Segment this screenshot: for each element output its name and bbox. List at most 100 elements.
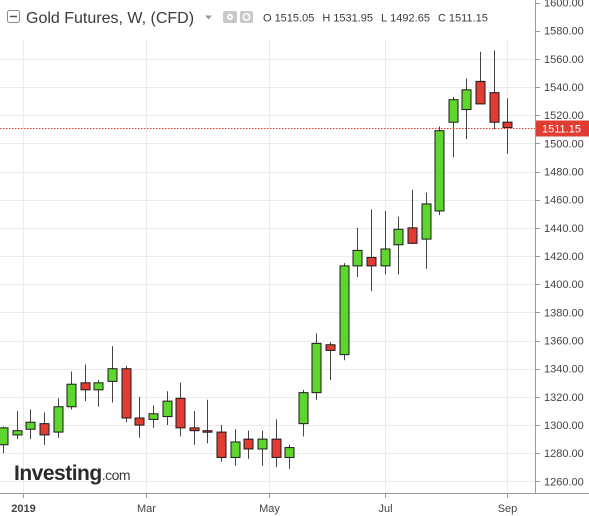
candle-body — [271, 438, 282, 458]
x-tick-label: May — [259, 503, 280, 515]
candle-body — [216, 431, 227, 458]
candle-body — [243, 438, 254, 450]
candle-body — [80, 382, 91, 391]
candle-up — [380, 210, 391, 275]
x-tick-label: Sep — [498, 503, 518, 515]
candle-down — [271, 419, 282, 468]
candle-up — [448, 96, 459, 158]
candle-body — [366, 256, 377, 267]
candle-body — [202, 430, 213, 433]
close-label: C — [438, 13, 446, 25]
candle-body — [230, 441, 241, 458]
y-tick-label: 1280.00 — [544, 448, 584, 460]
candle-body — [339, 265, 350, 356]
candle-down — [407, 189, 418, 244]
candle-up — [421, 192, 432, 269]
y-tick-label: 1300.00 — [544, 420, 584, 432]
candle-down — [489, 50, 500, 130]
chart-header: Gold Futures, W, (CFD) O 1515.05 H 1531.95 L… — [0, 0, 533, 34]
candle-body — [461, 89, 472, 111]
high-label: H — [322, 13, 330, 25]
candle-body — [298, 392, 309, 425]
candle-up — [53, 398, 64, 438]
candle-up — [148, 405, 159, 428]
candle-up — [311, 333, 322, 400]
candle-down — [202, 399, 213, 444]
candle-body — [175, 397, 186, 429]
symbol-title[interactable]: Gold Futures, W, (CFD) — [26, 10, 194, 27]
x-tick-label: Jul — [378, 503, 392, 515]
investing-logo: Investing.com — [14, 462, 131, 485]
candle-body — [121, 368, 132, 419]
candle-body — [434, 130, 445, 212]
candle-body — [448, 99, 459, 123]
logo-text: Investing.com — [14, 462, 130, 485]
candle-body — [66, 383, 77, 408]
candle-up — [393, 216, 404, 275]
candle-up — [0, 426, 9, 454]
y-tick-label: 1580.00 — [544, 26, 584, 38]
candle-body — [393, 228, 404, 246]
candle-body — [107, 368, 118, 382]
y-tick-label: 1420.00 — [544, 251, 584, 263]
candle-body — [257, 438, 268, 450]
candle-up — [284, 444, 295, 469]
candle-body — [53, 406, 64, 433]
y-tick-label: 1380.00 — [544, 307, 584, 319]
candle-up — [339, 263, 350, 361]
candle-body — [284, 447, 295, 458]
open-value: 1515.05 — [275, 13, 315, 25]
candle-body — [39, 423, 50, 436]
candle-down — [189, 410, 200, 445]
candle-down — [121, 365, 132, 423]
candle-down — [475, 51, 486, 105]
y-tick-label: 1480.00 — [544, 167, 584, 179]
candle-up — [461, 78, 472, 140]
y-tick-label: 1400.00 — [544, 279, 584, 291]
candle-up — [12, 410, 23, 440]
candle-up — [162, 391, 173, 426]
close-value: 1511.15 — [449, 13, 488, 25]
candle-up — [107, 346, 118, 403]
collapse-icon[interactable] — [7, 10, 20, 23]
candle-body — [352, 249, 363, 267]
last-price-value: 1511.15 — [542, 124, 581, 136]
candle-body — [148, 413, 159, 420]
candle-down — [366, 209, 377, 292]
price-axis-ticks[interactable]: 1260.00 1280.00 1300.00 1320.00 1340.00 1360.… — [535, 0, 584, 488]
candle-up — [257, 430, 268, 466]
candle-body — [325, 344, 336, 351]
last-price-tag-bg — [536, 120, 589, 137]
settings-icon[interactable] — [240, 11, 253, 23]
header-background — [0, 0, 533, 34]
time-axis-ticks[interactable]: 2019 Mar May Jul Sep — [11, 493, 517, 515]
candle-body — [12, 430, 23, 436]
y-tick-label: 1520.00 — [544, 110, 584, 122]
symbol-dropdown-icon[interactable] — [205, 15, 212, 20]
y-tick-label: 1440.00 — [544, 223, 584, 235]
candle-body — [25, 421, 36, 430]
eye-icon[interactable] — [223, 11, 237, 23]
y-tick-label: 1320.00 — [544, 392, 584, 404]
candle-down — [502, 98, 513, 154]
logo-suffix: .com — [102, 467, 130, 483]
y-tick-label: 1560.00 — [544, 54, 584, 66]
candle-body — [489, 92, 500, 123]
candle-body — [311, 342, 322, 394]
candle-down — [39, 412, 50, 445]
y-tick-label: 1360.00 — [544, 336, 584, 348]
x-tick-label: Mar — [137, 503, 156, 515]
candles — [0, 50, 513, 469]
candle-body — [162, 400, 173, 418]
high-value: 1531.95 — [333, 13, 373, 25]
open-label: O — [263, 13, 272, 25]
y-tick-label: 1460.00 — [544, 195, 584, 207]
candle-down — [80, 364, 91, 402]
candle-body — [421, 203, 432, 240]
y-tick-label: 1260.00 — [544, 476, 584, 488]
candle-body — [93, 382, 104, 391]
x-tick-label: 2019 — [11, 503, 35, 515]
low-label: L — [381, 13, 387, 25]
